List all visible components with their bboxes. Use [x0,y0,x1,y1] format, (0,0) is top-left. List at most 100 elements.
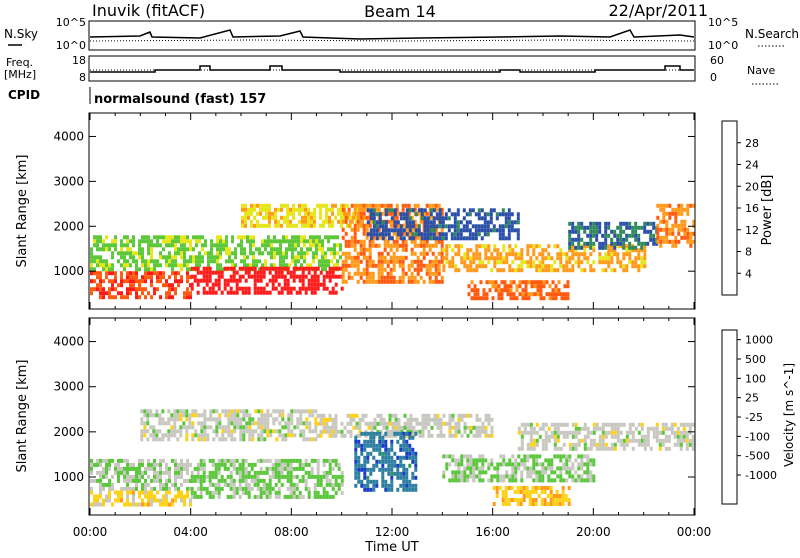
heatmap-cell [292,494,296,499]
heatmap-cell [448,421,452,426]
heatmap-cell [141,279,144,284]
heatmap-cell [680,219,684,224]
heatmap-cell [219,251,222,256]
heatmap-cell [516,212,520,217]
heatmap-cell [340,421,344,426]
heatmap-cell [504,502,508,506]
heatmap-cell [478,429,482,434]
heatmap-cell [96,502,99,507]
heatmap-cell [555,494,559,498]
heatmap-cell [274,470,278,475]
heatmap-cell [168,291,171,296]
heatmap-cell [274,211,277,216]
heatmap-cell [289,270,293,275]
heatmap-cell [416,255,420,260]
heatmap-cell [613,430,617,435]
heatmap-cell [277,490,281,495]
heatmap-cell [469,462,473,467]
heatmap-cell [182,413,186,418]
heatmap-cell [646,442,650,447]
heatmap-cell [366,232,370,237]
heatmap-cell [203,437,207,442]
heatmap-cell [331,458,335,463]
heatmap-cell [616,244,620,249]
heatmap-cell [177,486,180,491]
heatmap-cell [126,478,129,483]
heatmap-cell [168,283,171,288]
heatmap-cell [344,211,348,216]
heatmap-cell [460,462,464,467]
heatmap-cell [280,223,283,228]
heatmap-cell [269,433,273,438]
heatmap-cell [102,247,105,252]
heatmap-cell [589,458,593,463]
heatmap-cell [610,430,614,435]
heatmap-cell [135,291,138,296]
heatmap-cell [331,219,334,224]
heatmap-cell [350,203,354,208]
heatmap-cell [562,268,566,273]
heatmap-cell [336,259,339,264]
heatmap-cell [499,268,503,273]
heatmap-cell [204,243,207,248]
heatmap-cell [99,295,102,300]
heatmap-cell [232,274,236,279]
heatmap-cell [266,413,270,418]
heatmap-cell [143,429,147,434]
heatmap-cell [248,429,252,434]
heatmap-cell [333,251,336,256]
heatmap-cell [108,490,111,495]
heatmap-cell [434,271,438,276]
heatmap-cell [462,216,466,221]
heatmap-cell [565,454,569,459]
heatmap-cell [402,487,406,492]
heatmap-cell [132,271,135,276]
heatmap-cell [292,482,296,487]
heatmap-cell [408,455,412,460]
heatmap-cell [625,252,629,257]
heatmap-cell [426,228,430,233]
heatmap-cell [349,215,352,220]
heatmap-cell [168,502,171,507]
heatmap-cell [574,430,578,435]
heatmap-cell [674,207,678,212]
heatmap-cell [373,425,377,430]
heatmap-cell [214,486,218,491]
heatmap-cell [253,207,256,212]
heatmap-cell [313,458,317,463]
heatmap-cell [307,474,311,479]
heatmap-cell [386,211,390,216]
heatmap-cell [264,263,267,268]
heatmap-cell [432,232,436,237]
heatmap-cell [165,239,168,244]
heatmap-cell [442,474,446,479]
heatmap-cell [390,216,394,221]
heatmap-cell [111,458,114,463]
heatmap-cell [387,463,391,468]
heatmap-cell [259,278,263,283]
heatmap-cell [462,208,466,213]
x-tick-label: 20:00 [576,525,611,539]
heatmap-cell [208,478,212,483]
heatmap-cell [357,471,361,476]
heatmap-cell [529,264,533,269]
heatmap-cell [478,478,482,483]
heatmap-cell [304,286,308,291]
heatmap-cell [350,263,354,268]
heatmap-cell [132,287,135,292]
heatmap-cell [259,470,263,475]
heatmap-cell [313,219,316,224]
heatmap-cell [292,474,296,479]
heatmap-cell [279,243,282,248]
heatmap-cell [289,286,293,291]
heatmap-cell [501,228,505,233]
heatmap-cell [589,233,593,238]
heatmap-cell [328,270,332,275]
heatmap-cell [165,494,168,499]
heatmap-cell [126,482,129,487]
heatmap-cell [489,220,493,225]
heatmap-cell [180,279,183,284]
heatmap-cell [427,421,431,426]
heatmap-cell [483,232,487,237]
heatmap-cell [260,437,264,442]
